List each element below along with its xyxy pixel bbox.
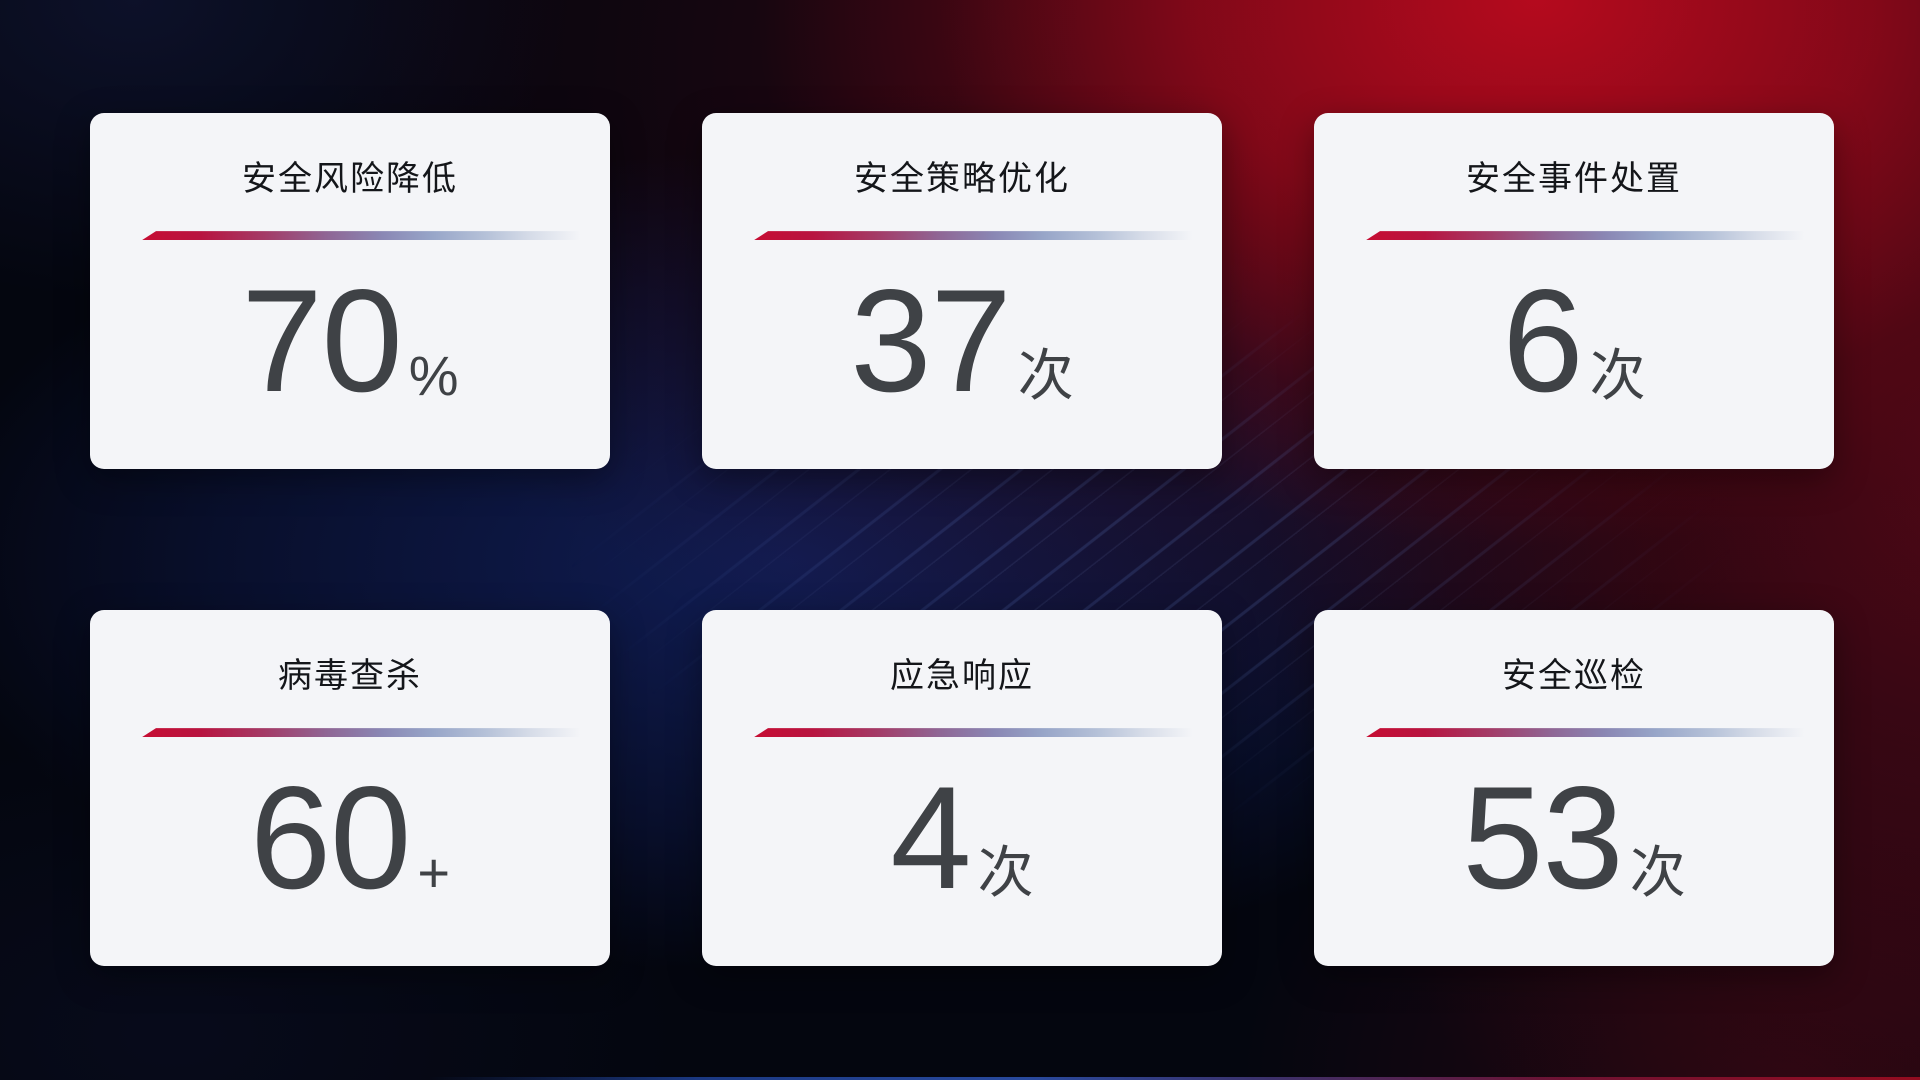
metric-value-number: 4	[890, 756, 971, 920]
metric-card: 安全风险降低 70 %	[90, 113, 610, 469]
metric-card-value: 53 次	[1462, 765, 1685, 911]
metric-value-unit: %	[408, 344, 459, 408]
metric-card-value: 4 次	[890, 765, 1033, 911]
bottom-accent-line	[430, 1077, 1920, 1080]
metric-card-value: 37 次	[850, 268, 1073, 414]
metric-value-unit: 次	[1017, 344, 1074, 408]
metric-card-title: 应急响应	[890, 657, 1034, 695]
metric-card-value: 70 %	[241, 268, 458, 414]
metric-card-divider	[142, 728, 594, 738]
metric-card: 安全事件处置 6 次	[1314, 113, 1834, 469]
metric-card: 应急响应 4 次	[702, 610, 1222, 966]
metric-value-unit: +	[417, 841, 451, 905]
metric-card-title: 病毒查杀	[278, 657, 422, 695]
metric-value-number: 6	[1502, 259, 1583, 423]
metric-cards-grid: 安全风险降低 70 % 安全策略优化 37 次 安全事件处置 6 次	[90, 113, 1834, 966]
metric-card-divider	[754, 728, 1206, 738]
metric-card-divider	[754, 231, 1206, 241]
metric-value-number: 70	[241, 259, 402, 423]
metric-card: 病毒查杀 60 +	[90, 610, 610, 966]
metric-card-divider	[1366, 231, 1818, 241]
metric-card-title: 安全事件处置	[1466, 160, 1682, 198]
metric-value-number: 53	[1462, 756, 1623, 920]
metric-card-value: 60 +	[250, 765, 450, 911]
metric-card-divider	[1366, 728, 1818, 738]
metric-value-number: 60	[249, 756, 411, 920]
metric-value-unit: 次	[977, 841, 1034, 905]
metric-card-divider	[142, 231, 594, 241]
metric-card-title: 安全风险降低	[242, 160, 458, 198]
metric-card: 安全巡检 53 次	[1314, 610, 1834, 966]
metric-card-title: 安全策略优化	[854, 160, 1070, 198]
metric-value-unit: 次	[1629, 841, 1686, 905]
metric-card-title: 安全巡检	[1502, 657, 1646, 695]
metric-value-number: 37	[850, 259, 1011, 423]
metric-card: 安全策略优化 37 次	[702, 113, 1222, 469]
metric-value-unit: 次	[1589, 344, 1646, 408]
metric-card-value: 6 次	[1502, 268, 1645, 414]
